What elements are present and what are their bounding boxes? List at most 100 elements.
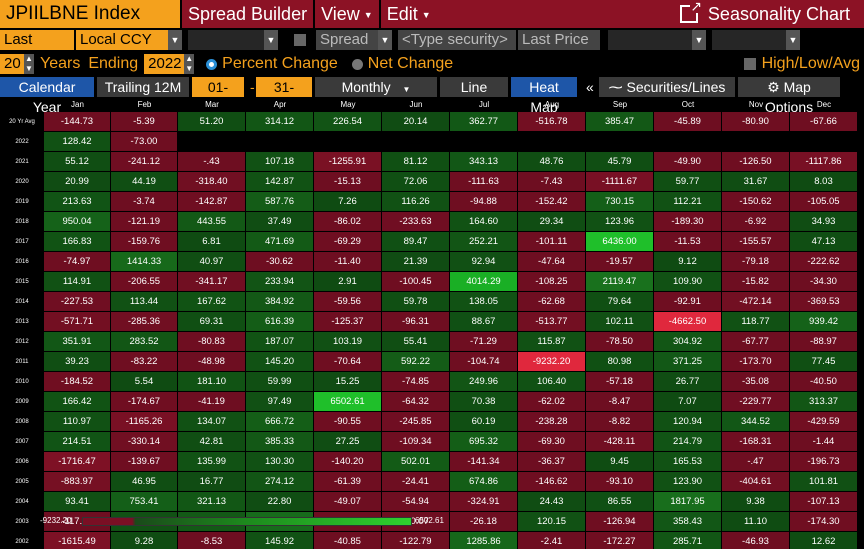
blank-dropdown-icon-2[interactable]: ▼: [692, 30, 706, 50]
heat-map-cell[interactable]: -93.10: [586, 472, 653, 491]
heat-map-cell[interactable]: 443.55: [178, 212, 245, 231]
heat-map-cell[interactable]: 72.06: [382, 172, 449, 191]
heat-map-cell[interactable]: 97.49: [246, 392, 313, 411]
heat-map-cell[interactable]: 138.05: [450, 292, 517, 311]
heat-map-cell[interactable]: 249.96: [450, 372, 517, 391]
heat-map-cell[interactable]: -11.53: [654, 232, 721, 251]
heat-map-cell[interactable]: 12.62: [790, 532, 857, 549]
heat-map-cell[interactable]: 31.67: [722, 172, 789, 191]
blank-dropdown-icon[interactable]: ▼: [264, 30, 278, 50]
heat-map-cell[interactable]: 55.12: [44, 152, 110, 171]
heat-map-cell[interactable]: -196.73: [790, 452, 857, 471]
heat-map-cell[interactable]: -173.70: [722, 352, 789, 371]
heat-map-cell[interactable]: -35.08: [722, 372, 789, 391]
spread-field[interactable]: Spread: [316, 30, 378, 50]
heat-map-cell[interactable]: 135.99: [178, 452, 245, 471]
heat-map-cell[interactable]: 181.10: [178, 372, 245, 391]
heat-map-cell[interactable]: 116.26: [382, 192, 449, 211]
heat-map-cell[interactable]: -174.67: [111, 392, 177, 411]
heat-map-cell[interactable]: 27.25: [314, 432, 381, 451]
heat-map-cell[interactable]: -369.53: [790, 292, 857, 311]
heat-map-cell[interactable]: [586, 132, 653, 151]
heat-map-cell[interactable]: [314, 132, 381, 151]
heat-map-cell[interactable]: 109.90: [654, 272, 721, 291]
heat-map-cell[interactable]: -513.77: [518, 312, 585, 331]
heat-map-cell[interactable]: 166.83: [44, 232, 110, 251]
heat-map-cell[interactable]: 6436.00: [586, 232, 653, 251]
heat-map-cell[interactable]: -.47: [722, 452, 789, 471]
heat-map-cell[interactable]: 9.38: [722, 492, 789, 511]
heat-map-cell[interactable]: -73.00: [111, 132, 177, 151]
heat-map-cell[interactable]: 37.49: [246, 212, 313, 231]
hll-checkbox[interactable]: [743, 58, 756, 70]
heat-map-cell[interactable]: 616.39: [246, 312, 313, 331]
heat-map-cell[interactable]: 120.94: [654, 412, 721, 431]
heat-map-cell[interactable]: -7.43: [518, 172, 585, 191]
heat-map-cell[interactable]: 358.43: [654, 512, 721, 531]
heat-map-cell[interactable]: -62.02: [518, 392, 585, 411]
heat-map-cell[interactable]: -70.64: [314, 352, 381, 371]
heat-map-cell[interactable]: 112.21: [654, 192, 721, 211]
tab-heat-map[interactable]: Heat Map: [511, 77, 577, 115]
heat-map-cell[interactable]: -141.34: [450, 452, 517, 471]
heat-map-cell[interactable]: [246, 132, 313, 151]
heat-map-cell[interactable]: -80.83: [178, 332, 245, 351]
frequency-dropdown[interactable]: Monthly ▼: [315, 77, 437, 97]
heat-map-cell[interactable]: -67.66: [790, 112, 857, 131]
heat-map-cell[interactable]: 9.45: [586, 452, 653, 471]
heat-map-cell[interactable]: -3.74: [111, 192, 177, 211]
heat-map-cell[interactable]: 89.47: [382, 232, 449, 251]
heat-map-cell[interactable]: -59.56: [314, 292, 381, 311]
blank-field-1[interactable]: [188, 30, 264, 50]
heat-map-cell[interactable]: 274.12: [246, 472, 313, 491]
heat-map-cell[interactable]: -206.55: [111, 272, 177, 291]
heat-map-cell[interactable]: 24.43: [518, 492, 585, 511]
heat-map-cell[interactable]: -126.50: [722, 152, 789, 171]
heat-map-cell[interactable]: [518, 132, 585, 151]
heat-map-cell[interactable]: -1716.47: [44, 452, 110, 471]
heat-map-cell[interactable]: 166.42: [44, 392, 110, 411]
heat-map-cell[interactable]: -1.44: [790, 432, 857, 451]
heat-map-cell[interactable]: -46.93: [722, 532, 789, 549]
heat-map-cell[interactable]: -104.74: [450, 352, 517, 371]
heat-map-cell[interactable]: 92.94: [450, 252, 517, 271]
heat-map-cell[interactable]: -472.14: [722, 292, 789, 311]
heat-map-cell[interactable]: -49.07: [314, 492, 381, 511]
heat-map-cell[interactable]: 107.18: [246, 152, 313, 171]
heat-map-cell[interactable]: 86.55: [586, 492, 653, 511]
heat-map-cell[interactable]: -152.42: [518, 192, 585, 211]
heat-map-cell[interactable]: -8.53: [178, 532, 245, 549]
edit-menu[interactable]: Edit ▼: [378, 0, 437, 28]
heat-map-cell[interactable]: -1255.91: [314, 152, 381, 171]
heat-map-cell[interactable]: 20.14: [382, 112, 449, 131]
heat-map-cell[interactable]: -1615.49: [44, 532, 110, 549]
heat-map-cell[interactable]: 128.42: [44, 132, 110, 151]
heat-map-cell[interactable]: 1414.33: [111, 252, 177, 271]
ending-spinner-icon[interactable]: ▲ ▼: [184, 54, 195, 74]
heat-map-cell[interactable]: -96.31: [382, 312, 449, 331]
heat-map-cell[interactable]: 103.19: [314, 332, 381, 351]
heat-map-cell[interactable]: 22.80: [246, 492, 313, 511]
heat-map-cell[interactable]: 60.19: [450, 412, 517, 431]
heat-map-cell[interactable]: -41.19: [178, 392, 245, 411]
heat-map-cell[interactable]: -144.73: [44, 112, 110, 131]
heat-map-cell[interactable]: 587.76: [246, 192, 313, 211]
heat-map-cell[interactable]: -107.13: [790, 492, 857, 511]
heat-map-cell[interactable]: -168.31: [722, 432, 789, 451]
heat-map-cell[interactable]: -126.94: [586, 512, 653, 531]
heat-map-cell[interactable]: 46.95: [111, 472, 177, 491]
heat-map-cell[interactable]: -9232.20: [518, 352, 585, 371]
heat-map-cell[interactable]: -19.57: [586, 252, 653, 271]
heat-map-cell[interactable]: -69.29: [314, 232, 381, 251]
heat-map-cell[interactable]: -71.29: [450, 332, 517, 351]
heat-map-cell[interactable]: 471.69: [246, 232, 313, 251]
heat-map-cell[interactable]: -108.25: [518, 272, 585, 291]
heat-map-cell[interactable]: 145.92: [246, 532, 313, 549]
heat-map-cell[interactable]: [790, 132, 857, 151]
heat-map-cell[interactable]: 15.25: [314, 372, 381, 391]
heat-map-cell[interactable]: [178, 132, 245, 151]
heat-map-cell[interactable]: -74.97: [44, 252, 110, 271]
heat-map-cell[interactable]: -2.41: [518, 532, 585, 549]
heat-map-cell[interactable]: -61.39: [314, 472, 381, 491]
currency-field[interactable]: Local CCY: [76, 30, 168, 50]
